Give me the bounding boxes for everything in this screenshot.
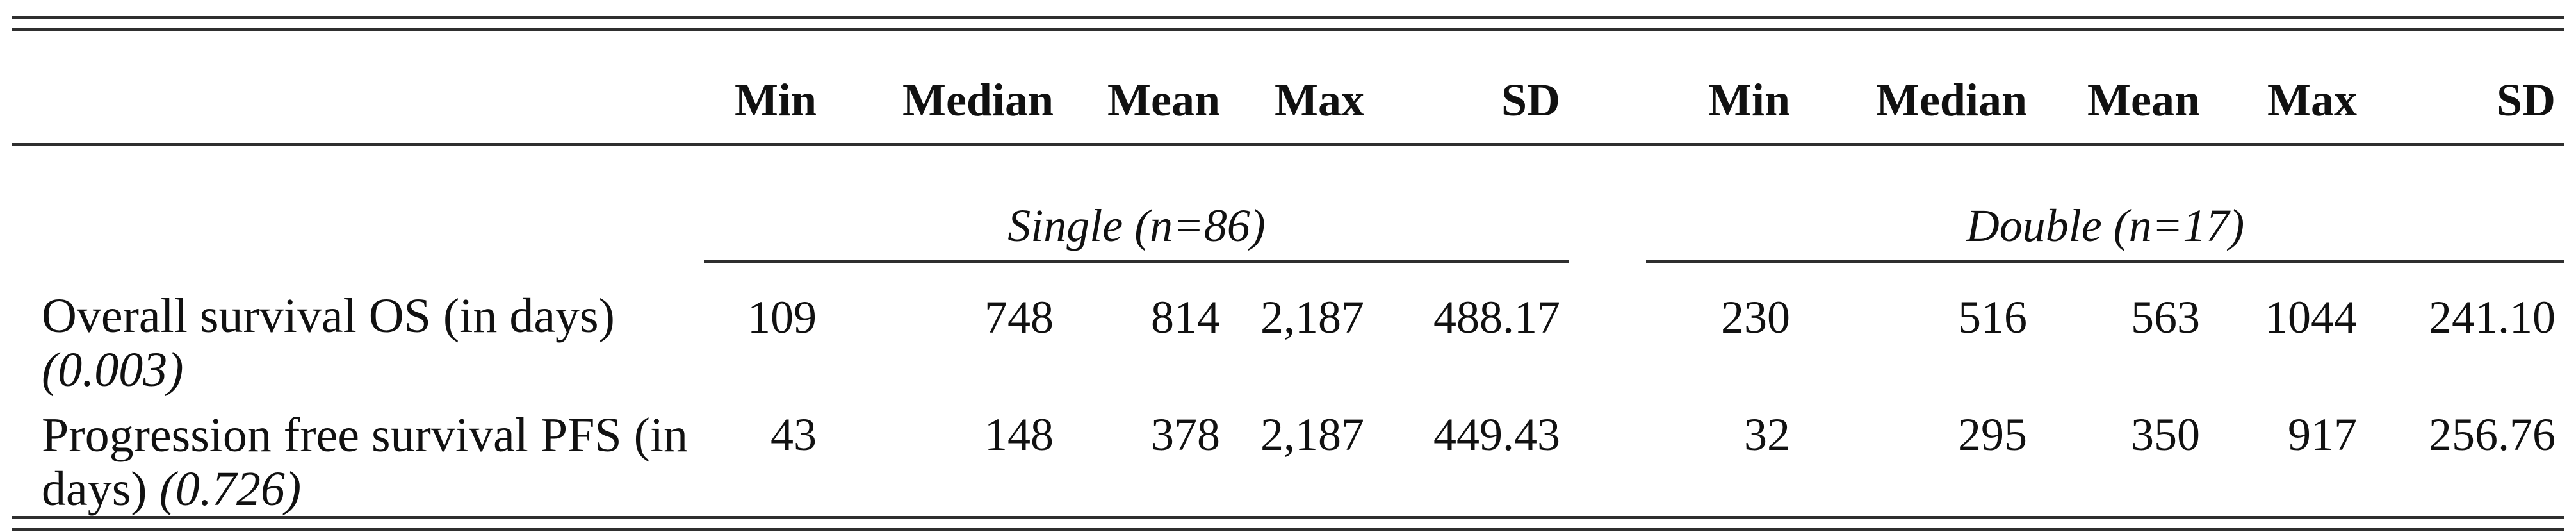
pfs-single-mean: 378 [1151,409,1220,460]
os-single-min: 109 [747,291,817,343]
pfs-double-mean: 350 [2131,409,2200,460]
row-label-pfs-text: Progression free survival PFS (in days) [42,408,689,516]
table-top-rule [12,16,2564,31]
group-header-double: Double (n=17) [1646,144,2564,263]
table-bottom-rule [12,516,2564,531]
col-header-single-mean: Mean [1063,31,1229,146]
col-header-double-median: Median [1799,31,2036,146]
pfs-double-max: 917 [2288,409,2357,460]
os-double-sd: 241.10 [2429,291,2556,343]
os-single-sd: 488.17 [1433,291,1560,343]
table-row-pfs: Progression free survival PFS (in days) … [12,407,2564,516]
col-header-single-median: Median [826,31,1063,146]
col-header-single-sd: SD [1373,31,1569,146]
p-value-pfs: (0.726) [159,462,302,516]
group-header-row: Single (n=86) Double (n=17) [12,144,2564,263]
group-gap [1569,144,1646,261]
os-double-min: 230 [1721,291,1790,343]
p-value-os: (0.003) [42,343,184,397]
col-header-single-min: Min [704,31,826,146]
corner-cell [12,31,704,146]
col-header-double-min: Min [1646,31,1799,146]
pfs-double-sd: 256.76 [2429,409,2556,460]
os-double-max: 1044 [2265,291,2357,343]
pfs-single-sd: 449.43 [1433,409,1560,460]
row-label-os-text: Overall survival OS (in days) [42,289,615,343]
os-single-mean: 814 [1151,291,1220,343]
row-label-os: Overall survival OS (in days) (0.003) [12,261,704,407]
pfs-gap [1569,407,1646,516]
os-gap [1569,261,1646,407]
stat-header-row: Min Median Mean Max SD Min Median Mean M… [12,31,2564,146]
col-header-double-sd: SD [2366,31,2564,146]
os-single-median: 748 [984,291,1054,343]
survival-statistics-table: Min Median Mean Max SD Min Median Mean M… [12,31,2564,516]
group-header-single: Single (n=86) [704,144,1569,263]
group-row-label-spacer [12,144,704,261]
os-double-median: 516 [1958,291,2027,343]
os-double-mean: 563 [2131,291,2200,343]
pfs-single-min: 43 [770,409,817,460]
pfs-double-median: 295 [1958,409,2027,460]
col-header-single-max: Max [1229,31,1373,146]
os-single-max: 2,187 [1260,291,1364,343]
row-label-pfs: Progression free survival PFS (in days) … [12,407,704,516]
pfs-single-median: 148 [984,409,1054,460]
col-header-double-mean: Mean [2036,31,2209,146]
pfs-double-min: 32 [1744,409,1790,460]
pfs-single-max: 2,187 [1260,409,1364,460]
table-row-os: Overall survival OS (in days) (0.003) 10… [12,261,2564,407]
group-gap-header [1569,31,1646,146]
col-header-double-max: Max [2209,31,2366,146]
